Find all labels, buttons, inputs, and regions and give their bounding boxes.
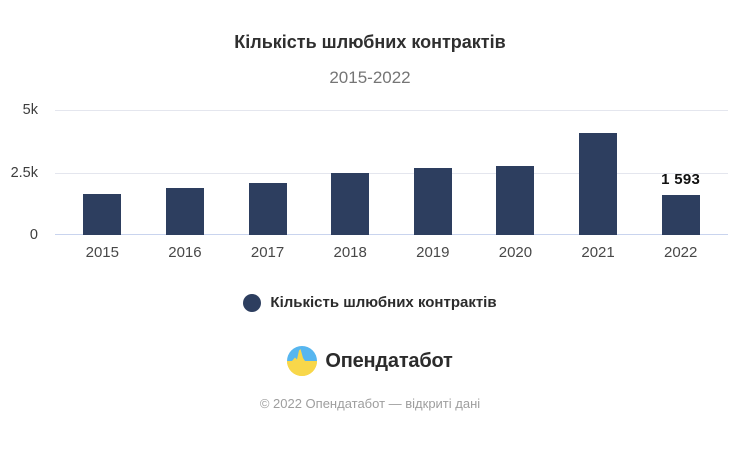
bar-slot — [144, 110, 227, 235]
y-tick-5k: 5k — [22, 102, 38, 118]
x-axis: 2015 2016 2017 2018 2019 2020 2021 2022 — [55, 244, 728, 262]
y-tick-0: 0 — [29, 227, 38, 243]
x-label-2022: 2022 — [664, 244, 698, 261]
legend-dot-icon — [243, 293, 262, 312]
gridline-2-5k — [55, 172, 728, 174]
opendatabot-logo: Опендатабот — [0, 346, 740, 376]
bar-slot — [392, 110, 475, 235]
chart-card: Кількість шлюбних контрактів 2015-2022 0… — [0, 32, 740, 464]
bar-slot: 1 593 — [639, 110, 722, 235]
bar-2016[interactable] — [165, 187, 204, 235]
bar-2017[interactable] — [248, 182, 287, 235]
x-label-2017: 2017 — [250, 244, 285, 261]
x-label-2018: 2018 — [333, 244, 367, 261]
bar-2020[interactable] — [496, 166, 535, 235]
x-label-2016: 2016 — [168, 244, 202, 261]
legend[interactable]: Кількість шлюбних контрактів — [0, 293, 740, 312]
bars-container: 1 593 — [55, 110, 728, 235]
y-tick-2.5k: 2.5k — [10, 164, 38, 181]
bar-slot — [557, 110, 640, 235]
bar-2022[interactable] — [661, 195, 700, 235]
x-label-2021: 2021 — [581, 244, 615, 261]
bar-slot — [474, 110, 557, 235]
chart-title: Кількість шлюбних контрактів — [234, 32, 506, 52]
bar-slot — [61, 110, 144, 235]
x-label-2015: 2015 — [85, 244, 119, 261]
bar-2019[interactable] — [413, 167, 452, 235]
bar-2015[interactable] — [83, 193, 122, 235]
legend-label: Кількість шлюбних контрактів — [270, 294, 497, 311]
bar-slot — [309, 110, 392, 235]
plot-area: 0 2.5k 5k 1 593 — [11, 102, 728, 243]
opendatabot-logo-text: Опендатабот — [325, 350, 453, 372]
bar-value-label-2022: 1 593 — [661, 171, 701, 189]
gridline-zero — [55, 234, 728, 235]
bar-slot — [226, 110, 309, 235]
bar-2018[interactable] — [331, 172, 370, 235]
x-label-2020: 2020 — [498, 244, 533, 261]
chart-subtitle: 2015-2022 — [329, 68, 411, 87]
copyright-text: © 2022 Опендатабот — відкриті дані — [259, 396, 481, 411]
gridline-5k — [55, 110, 728, 111]
bar-2021[interactable] — [579, 132, 618, 235]
x-label-2019: 2019 — [416, 244, 450, 261]
opendatabot-pulse-icon — [287, 346, 318, 376]
